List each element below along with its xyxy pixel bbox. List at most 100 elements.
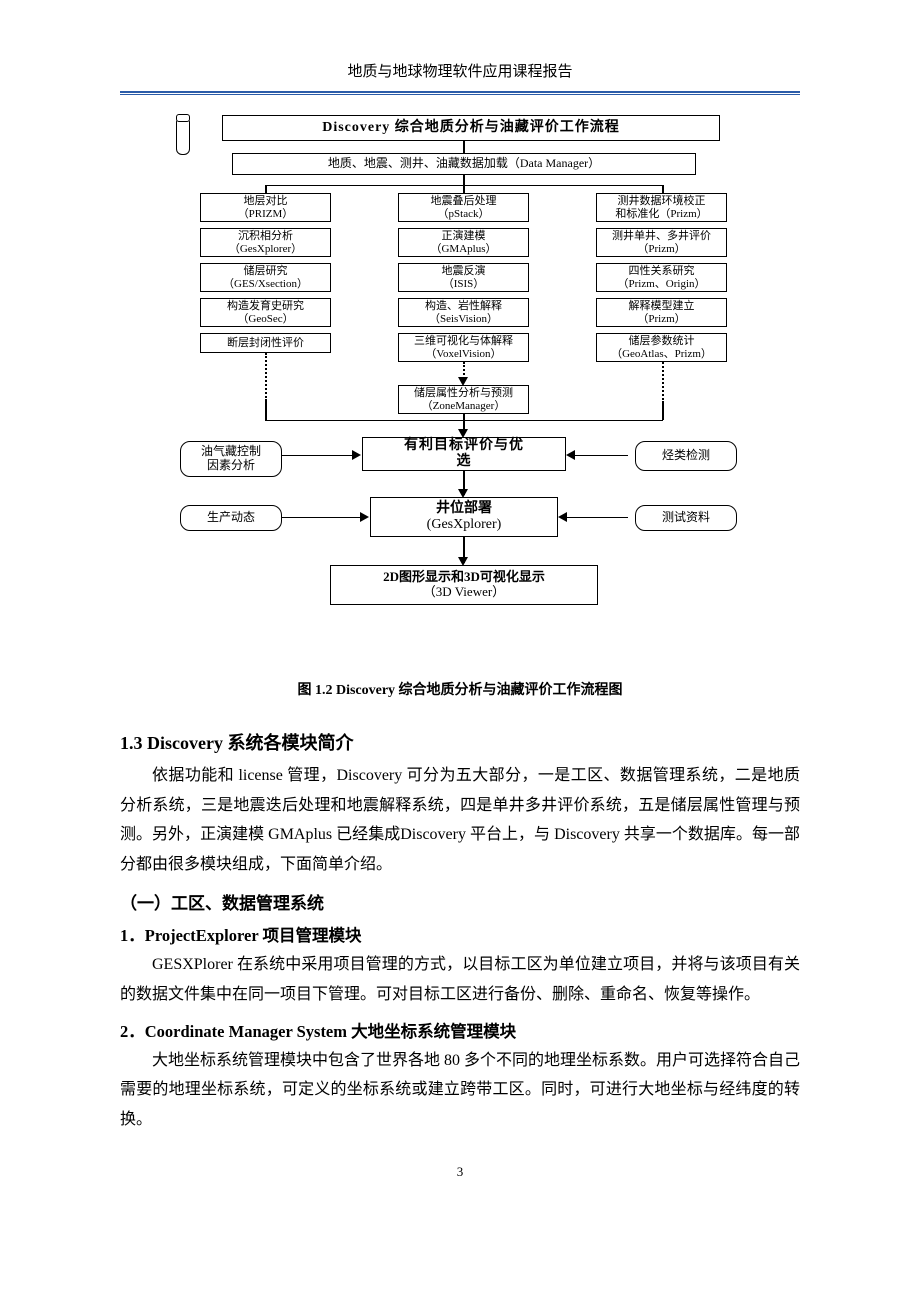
connector	[265, 185, 267, 193]
node-l2: （VoxelVision）	[425, 348, 501, 361]
subsection-heading: （一）工区、数据管理系统	[120, 889, 800, 914]
flow-node: 构造、岩性解释（SeisVision）	[398, 298, 529, 327]
flow-node: 四性关系研究（Prizm、Origin）	[596, 263, 727, 292]
arrow-left-icon	[558, 512, 567, 522]
node-l2: （GeoAtlas、Prizm）	[611, 348, 712, 361]
node-l1: 地震反演	[442, 265, 486, 278]
node-l1: 储层参数统计	[629, 335, 695, 348]
paragraph: 大地坐标系统管理模块中包含了世界各地 80 多个不同的地理坐标系数。用户可选择符…	[120, 1046, 800, 1135]
arrow-right-icon	[352, 450, 361, 460]
node-l2: （3D Viewer）	[423, 585, 505, 600]
node-l2: （Prizm）	[637, 243, 685, 256]
paragraph: 依据功能和 license 管理，Discovery 可分为五大部分，一是工区、…	[120, 761, 800, 879]
node-l1: 2D图形显示和3D可视化显示	[383, 570, 545, 585]
running-header: 地质与地球物理软件应用课程报告	[120, 60, 800, 87]
flow-node: 储层属性分析与预测（ZoneManager）	[398, 385, 529, 414]
node-l1: 储层研究	[244, 265, 288, 278]
node-l2: 选	[457, 454, 472, 470]
connector	[662, 185, 664, 193]
connector	[282, 455, 354, 456]
connector	[463, 141, 465, 153]
node-l2: (GesXplorer)	[427, 517, 502, 533]
connector	[662, 401, 664, 420]
flow-node: 地震反演（ISIS）	[398, 263, 529, 292]
node-l2: （Prizm）	[637, 313, 685, 326]
flow-node: 测井数据环境校正和标准化（Prizm）	[596, 193, 727, 222]
flow-node: 储层研究（GES/Xsection）	[200, 263, 331, 292]
node-l1: 沉积相分析	[238, 230, 293, 243]
flow-node: 沉积相分析（GesXplorer）	[200, 228, 331, 257]
node-l2: （PRIZM）	[238, 208, 294, 221]
node-l1: 四性关系研究	[629, 265, 695, 278]
flow-node: 三维可视化与体解释（VoxelVision）	[398, 333, 529, 362]
node-l1: 测井数据环境校正	[618, 195, 706, 208]
flow-node: 地震叠后处理（pStack）	[398, 193, 529, 222]
figure-caption: 图 1.2 Discovery 综合地质分析与油藏评价工作流程图	[180, 679, 740, 699]
connector	[463, 175, 465, 185]
caption-prefix: 图 1.2 Discovery	[297, 683, 398, 698]
arrow-right-icon	[360, 512, 369, 522]
connector	[282, 517, 362, 518]
flow-node: 测试资料	[635, 505, 737, 531]
flow-node: 地层对比（PRIZM）	[200, 193, 331, 222]
node-l2: （GMAplus）	[430, 243, 496, 256]
node-l2: （Prizm、Origin）	[618, 278, 706, 291]
node-l1: 生产动态	[207, 511, 255, 525]
flow-node: 生产动态	[180, 505, 282, 531]
node-l1: 构造发育史研究	[227, 300, 304, 313]
node-l2: （GES/Xsection）	[223, 278, 308, 291]
node-l1: 储层属性分析与预测	[414, 387, 513, 400]
node-l1: 有利目标评价与优	[404, 438, 524, 454]
flow-node: 解释模型建立（Prizm）	[596, 298, 727, 327]
node-l1: 地层对比	[244, 195, 288, 208]
flow-title: Discovery 综合地质分析与油藏评价工作流程	[222, 115, 720, 141]
flow-node: 地质、地震、测井、油藏数据加载（Data Manager）	[232, 153, 696, 175]
node-l2: 因素分析	[207, 459, 255, 473]
node-l1: 正演建模	[442, 230, 486, 243]
node-l1: 油气藏控制	[201, 445, 261, 459]
node-l2: （SeisVision）	[429, 313, 498, 326]
connector	[265, 401, 267, 420]
page-number: 3	[120, 1164, 800, 1180]
node-l1: 三维可视化与体解释	[414, 335, 513, 348]
node-l2: （GeoSec）	[237, 313, 293, 326]
flow-node: 构造发育史研究（GeoSec）	[200, 298, 331, 327]
node-l1: 断层封闭性评价	[227, 337, 304, 350]
caption-rest: 综合地质分析与油藏评价工作流程图	[399, 683, 623, 698]
node-l1: 井位部署	[436, 501, 492, 517]
flow-node: 测井单井、多井评价（Prizm）	[596, 228, 727, 257]
connector	[574, 455, 628, 456]
node-l1: 构造、岩性解释	[425, 300, 502, 313]
flow-node: 正演建模（GMAplus）	[398, 228, 529, 257]
node-l2: （GesXplorer）	[229, 243, 302, 256]
paragraph: GESXPlorer 在系统中采用项目管理的方式，以目标工区为单位建立项目，并将…	[120, 950, 800, 1009]
node-l1: 地震叠后处理	[431, 195, 497, 208]
flow-node: 烃类检测	[635, 441, 737, 471]
node-l2: （ISIS）	[443, 278, 485, 291]
module-heading-2: 2．Coordinate Manager System 大地坐标系统管理模块	[120, 1018, 800, 1042]
flow-title-text: Discovery 综合地质分析与油藏评价工作流程	[322, 120, 620, 136]
node-l2: （ZoneManager）	[422, 400, 506, 413]
module-heading-1: 1．ProjectExplorer 项目管理模块	[120, 922, 800, 946]
node-label: 地质、地震、测井、油藏数据加载（Data Manager）	[328, 157, 600, 171]
flow-node: 储层参数统计（GeoAtlas、Prizm）	[596, 333, 727, 362]
flow-node: 井位部署 (GesXplorer)	[370, 497, 558, 537]
connector	[265, 353, 267, 401]
flow-node: 断层封闭性评价	[200, 333, 331, 353]
node-l2: （pStack）	[438, 208, 490, 221]
node-l2: 和标准化（Prizm）	[615, 208, 707, 221]
node-l1: 解释模型建立	[629, 300, 695, 313]
scroll-icon	[176, 119, 190, 155]
header-rule	[120, 91, 800, 95]
flow-node: 有利目标评价与优选	[362, 437, 566, 471]
node-l1: 测井单井、多井评价	[612, 230, 711, 243]
flow-node: 油气藏控制因素分析	[180, 441, 282, 477]
flowchart: Discovery 综合地质分析与油藏评价工作流程 地质、地震、测井、油藏数据加…	[180, 115, 740, 699]
node-l1: 测试资料	[662, 511, 710, 525]
arrow-left-icon	[566, 450, 575, 460]
node-l1: 烃类检测	[662, 449, 710, 463]
flow-node: 2D图形显示和3D可视化显示 （3D Viewer）	[330, 565, 598, 605]
section-heading-1-3: 1.3 Discovery 系统各模块简介	[120, 729, 800, 755]
connector	[463, 185, 465, 193]
connector	[566, 517, 628, 518]
